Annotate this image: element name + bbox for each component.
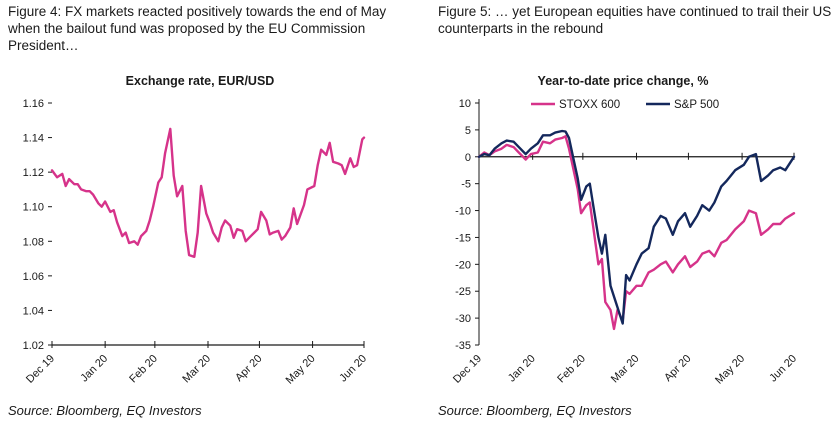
y-tick-label: 1.14 (23, 133, 44, 145)
x-tick-label: Feb 20 (555, 353, 588, 386)
series-group (477, 129, 796, 331)
x-tick-label: Mar 20 (609, 353, 642, 386)
source-note: Source: Bloomberg, EQ Investors (438, 403, 632, 418)
fx-chart: Exchange rate, EUR/USD 1.161.141.121.101… (23, 74, 370, 387)
y-tick-label: 1.10 (23, 202, 44, 214)
legend: STOXX 600 S&P 500 (531, 99, 719, 111)
x-tick-label: Jun 20 (767, 353, 799, 385)
y-tick-label: -25 (455, 286, 471, 298)
y-tick-label: 1.06 (23, 271, 44, 283)
series-line-stoxx-600 (477, 135, 796, 331)
y-tick-label: 1.04 (23, 305, 44, 317)
x-axis: Dec 19 Jan 20 Feb 20 Mar 20 Apr 20 May 20 Jun … (451, 152, 799, 387)
series-line-s-p-500 (477, 129, 796, 325)
y-tick-label: -5 (461, 179, 471, 191)
y-tick-label: -30 (455, 313, 471, 325)
legend-label: STOXX 600 (559, 99, 620, 111)
y-tick-label: -10 (455, 206, 471, 218)
x-tick-label: Jan 20 (78, 353, 110, 385)
y-tick-label: 1.16 (23, 98, 44, 110)
y-tick-label: 1.12 (23, 167, 44, 179)
legend-label: S&P 500 (674, 99, 719, 111)
y-axis: 1.16 1.14 1.12 1.10 1.08 1.06 1.04 1.02 (23, 98, 52, 352)
x-tick-label: Apr 20 (233, 353, 264, 384)
series-line-eur-usd (50, 127, 366, 258)
figure-5-panel: Figure 5: … yet European equities have c… (419, 0, 838, 426)
y-tick-label: 10 (459, 98, 471, 110)
series-group (50, 127, 366, 258)
x-tick-label: Mar 20 (180, 353, 213, 386)
x-tick-label: Dec 19 (451, 353, 484, 386)
equities-chart: Year-to-date price change, % STOXX 600 S&… (451, 74, 799, 387)
x-tick-label: Apr 20 (662, 353, 693, 384)
figure-4-panel: Figure 4: FX markets reacted positively … (8, 4, 387, 418)
figure-caption: Figure 4: FX markets reacted positively … (8, 4, 387, 53)
x-tick-label: Jun 20 (337, 353, 369, 385)
x-tick-label: Feb 20 (127, 353, 160, 386)
y-tick-label: -20 (455, 259, 471, 271)
x-axis: Dec 19 Jan 20 Feb 20 Mar 20 Apr 20 May 20 Jun … (24, 341, 369, 387)
source-note: Source: Bloomberg, EQ Investors (8, 403, 202, 418)
y-tick-label: 1.08 (23, 236, 44, 248)
y-tick-label: -35 (455, 340, 471, 352)
y-tick-label: 0 (465, 152, 471, 164)
x-tick-label: Jan 20 (506, 353, 538, 385)
x-tick-label: Dec 19 (24, 353, 57, 386)
figure-caption: Figure 5: … yet European equities have c… (438, 4, 832, 36)
y-tick-label: 5 (465, 125, 471, 137)
x-tick-label: May 20 (713, 353, 747, 387)
chart-title: Year-to-date price change, % (538, 74, 709, 88)
y-tick-label: -15 (455, 232, 471, 244)
y-tick-label: 1.02 (23, 340, 44, 352)
x-tick-label: May 20 (284, 353, 318, 387)
y-axis: 10 5 0 -5 -10 -15 -20 -25 -30 -35 (455, 98, 480, 352)
chart-title: Exchange rate, EUR/USD (126, 74, 275, 88)
